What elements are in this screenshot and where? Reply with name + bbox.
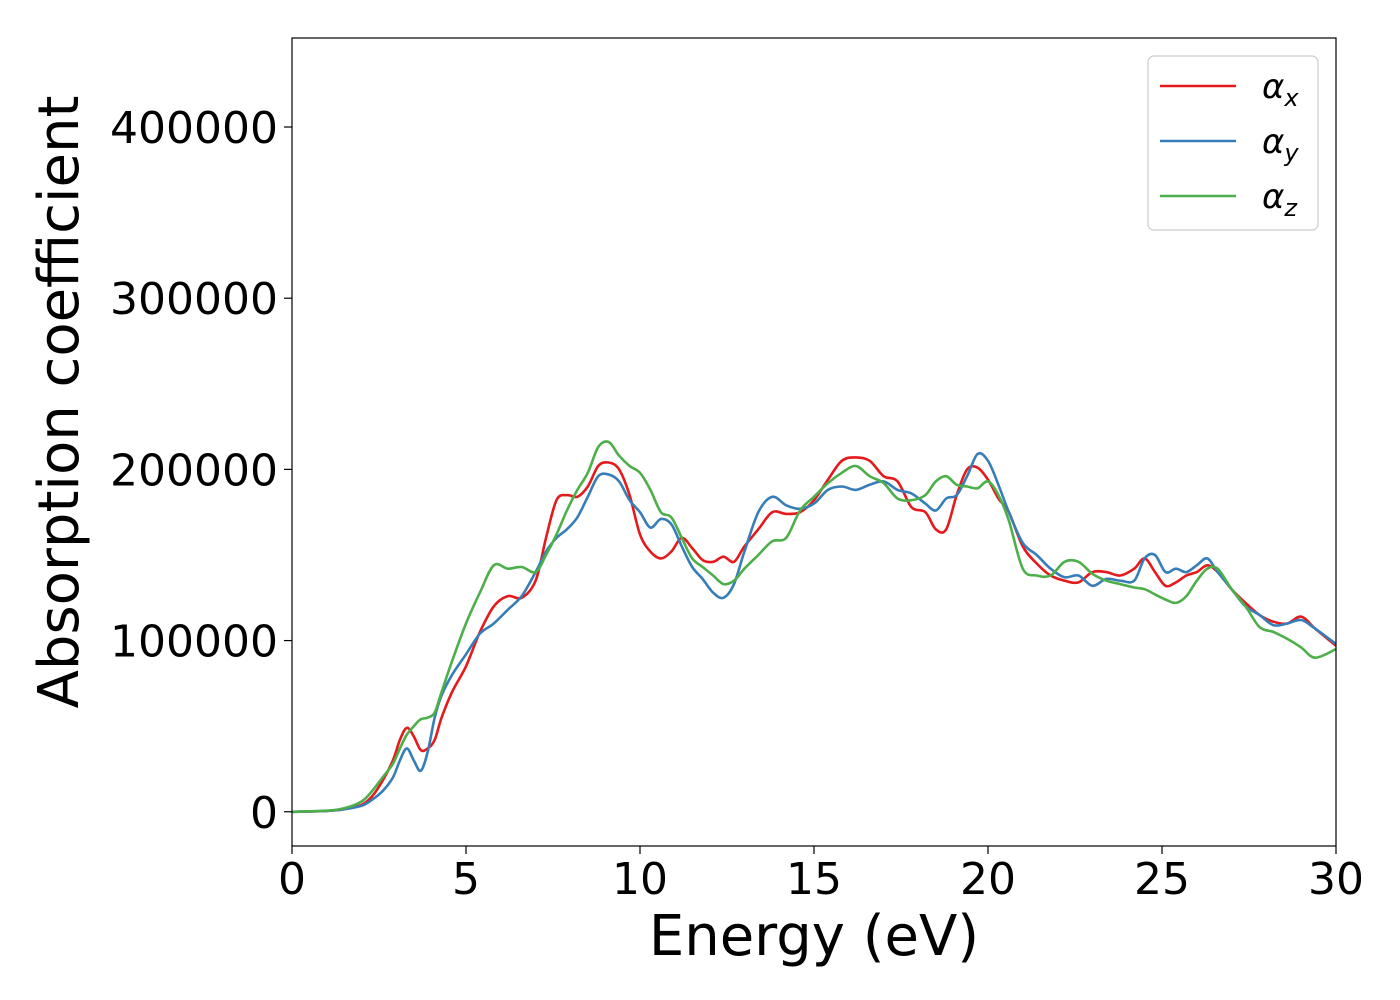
x-tick-label: 30	[1308, 854, 1364, 905]
series-line-z	[292, 440, 1336, 814]
legend-label-subscript: z	[1283, 194, 1298, 222]
y-axis-ticks: 0 100000 200000 300000 400000	[110, 103, 292, 839]
x-tick-label: 0	[278, 854, 306, 905]
y-tick-label: 300000	[110, 274, 278, 325]
y-tick-label: 200000	[110, 445, 278, 496]
legend-label-subscript: y	[1283, 139, 1299, 167]
series-line-y	[292, 451, 1336, 814]
y-tick-label: 0	[250, 788, 278, 839]
legend-label-base: α	[1262, 177, 1284, 217]
x-axis-title: Energy (eV)	[649, 904, 979, 969]
series-line-x	[292, 456, 1336, 814]
legend-label-subscript: x	[1283, 84, 1299, 112]
y-tick-label: 400000	[110, 103, 278, 154]
legend-label-z: αz	[1262, 177, 1298, 222]
legend-box	[1147, 55, 1319, 231]
x-tick-label: 5	[452, 854, 480, 905]
x-tick-label: 10	[612, 854, 668, 905]
x-tick-label: 15	[786, 854, 842, 905]
y-tick-label: 100000	[110, 617, 278, 668]
x-tick-label: 20	[960, 854, 1016, 905]
legend-label-y: αy	[1262, 122, 1299, 167]
legend-label-x: αx	[1262, 67, 1299, 112]
y-axis-title: Absorption coefficient	[27, 96, 92, 709]
x-tick-label: 25	[1134, 854, 1190, 905]
series-layer	[292, 440, 1336, 814]
legend-label-base: α	[1262, 67, 1284, 107]
x-axis-ticks: 0 5 10 15 20 25 30	[278, 846, 1364, 905]
legend-label-base: α	[1262, 122, 1284, 162]
